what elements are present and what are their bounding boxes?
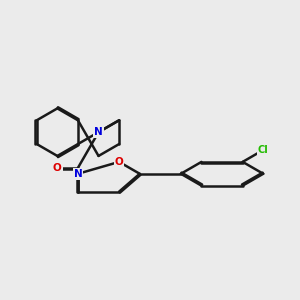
Text: N: N xyxy=(94,127,103,137)
Text: O: O xyxy=(115,157,124,167)
Text: O: O xyxy=(53,163,62,173)
Text: N: N xyxy=(74,169,82,179)
Text: Cl: Cl xyxy=(258,145,268,155)
